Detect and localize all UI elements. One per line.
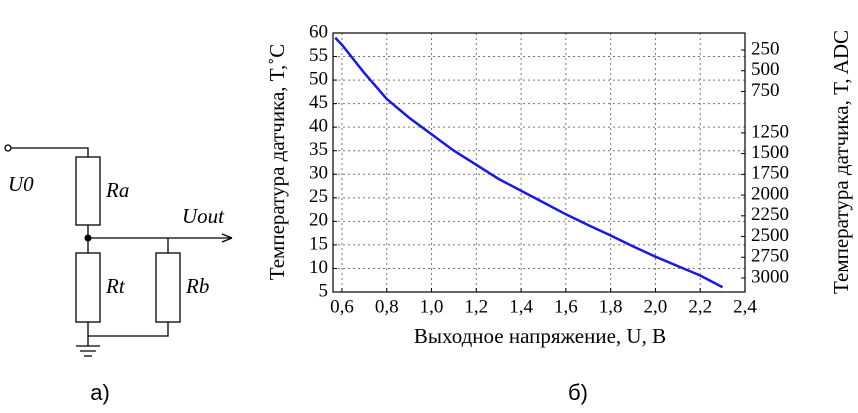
- y-tick-label: 40: [309, 116, 328, 137]
- label-uout: Uout: [182, 204, 225, 228]
- terminal: [4, 144, 12, 152]
- y-axis-label: Температура датчика, T,˚C: [265, 44, 289, 281]
- y-tick-label: 15: [309, 233, 328, 254]
- y-tick-label: 55: [309, 45, 328, 66]
- y-tick-label: 20: [309, 210, 328, 231]
- x-tick-label: 0,6: [330, 296, 354, 317]
- ground: [76, 345, 100, 357]
- y2-tick-label: 500: [751, 59, 780, 80]
- label-ra: Ra: [105, 178, 129, 202]
- x-tick-label: 2,4: [733, 296, 757, 317]
- plot-frame: [332, 32, 746, 293]
- data-line: [334, 36, 724, 289]
- y2-tick-label: 250: [751, 38, 780, 59]
- x-tick-label: 2,2: [688, 296, 712, 317]
- wire: [87, 322, 169, 346]
- y2-tick-label: 2750: [751, 246, 789, 267]
- resistor-ra: [75, 156, 101, 226]
- wire: [87, 225, 232, 253]
- x-tick-label: 1,4: [509, 296, 533, 317]
- y2-tick-label: 750: [751, 80, 780, 101]
- y2-tick-label: 2500: [751, 225, 789, 246]
- y2-tick-label: 2250: [751, 204, 789, 225]
- y2-tick-label: 1750: [751, 163, 789, 184]
- x-tick-label: 1,2: [464, 296, 488, 317]
- y-tick-label: 45: [309, 92, 328, 113]
- x-tick-label: 1,8: [599, 296, 623, 317]
- y-tick-label: 10: [309, 257, 328, 278]
- circuit: U0 Ra Rt Rb Uout а): [4, 144, 233, 405]
- x-tick-label: 1,0: [420, 296, 444, 317]
- y-tick-label: 30: [309, 163, 328, 184]
- y2-tick-label: 3000: [751, 266, 789, 287]
- x-tick-label: 1,6: [554, 296, 578, 317]
- y-tick-label: 50: [309, 68, 328, 89]
- y-tick-label: 35: [309, 139, 328, 160]
- label-rt: Rt: [105, 274, 126, 298]
- y2-axis-label: Температура датчика, T, ADC: [829, 30, 853, 294]
- label-rb: Rb: [185, 274, 209, 298]
- y-tick-label: 5: [319, 280, 329, 301]
- resistor-rt: [75, 252, 101, 323]
- wire: [11, 147, 89, 157]
- y2-tick-label: 2000: [751, 183, 789, 204]
- node: [84, 234, 92, 242]
- caption: а): [90, 380, 110, 405]
- resistor-rb: [155, 252, 181, 323]
- y2-tick-label: 1250: [751, 121, 789, 142]
- x-tick-label: 0,8: [375, 296, 399, 317]
- y-tick-label: 25: [309, 186, 328, 207]
- x-axis-label: Выходное напряжение, U, В: [414, 324, 666, 348]
- y-tick-label: 60: [309, 21, 328, 42]
- label-u0: U0: [8, 172, 34, 196]
- arrow: [221, 233, 233, 243]
- x-tick-label: 2,0: [644, 296, 668, 317]
- y2-tick-label: 1500: [751, 142, 789, 163]
- caption: б): [568, 380, 588, 405]
